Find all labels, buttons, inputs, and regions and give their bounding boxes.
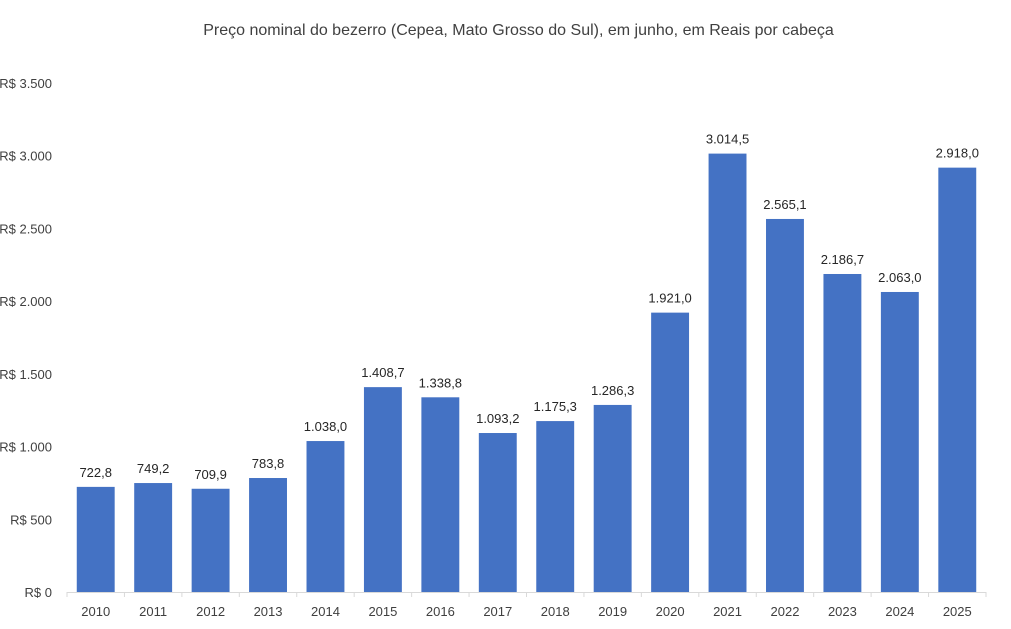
data-label: 1.921,0 [648, 291, 691, 306]
x-tick-label: 2014 [311, 604, 340, 619]
x-tick-label: 2018 [541, 604, 570, 619]
data-label: 1.286,3 [591, 383, 634, 398]
bar [306, 441, 345, 592]
bar [134, 483, 173, 592]
x-tick-label: 2016 [426, 604, 455, 619]
x-tick-label: 2013 [254, 604, 283, 619]
data-label: 1.038,0 [304, 419, 347, 434]
bar [363, 387, 402, 592]
bar [536, 421, 575, 592]
y-tick-label: R$ 0 [25, 585, 52, 600]
bar [478, 433, 517, 592]
data-label: 709,9 [194, 467, 227, 482]
bar [823, 273, 862, 592]
x-tick-label: 2012 [196, 604, 225, 619]
y-tick-label: R$ 3.000 [0, 149, 52, 164]
bar [708, 153, 747, 592]
x-tick-label: 2021 [713, 604, 742, 619]
data-label: 749,2 [137, 461, 170, 476]
data-label: 2.063,0 [878, 270, 921, 285]
data-label: 2.186,7 [821, 252, 864, 267]
y-tick-label: R$ 2.000 [0, 294, 52, 309]
data-label: 1.338,8 [419, 375, 462, 390]
y-tick-label: R$ 3.500 [0, 76, 52, 91]
bar [880, 291, 919, 592]
bar [249, 478, 287, 592]
data-label: 2.918,0 [936, 146, 979, 161]
bar [651, 312, 690, 592]
data-label: 1.408,7 [361, 365, 404, 380]
x-tick-label: 2024 [885, 604, 914, 619]
data-label: 1.093,2 [476, 411, 519, 426]
x-tick-label: 2023 [828, 604, 857, 619]
bar [421, 397, 460, 592]
data-label: 783,8 [252, 456, 285, 471]
x-tick-label: 2025 [943, 604, 972, 619]
data-label: 1.175,3 [534, 399, 577, 414]
x-tick-label: 2015 [368, 604, 397, 619]
bar [593, 404, 632, 592]
bar [76, 486, 115, 592]
bar [191, 488, 230, 592]
bar [938, 167, 977, 592]
x-tick-label: 2011 [139, 604, 167, 619]
x-tick-label: 2020 [656, 604, 685, 619]
x-tick-label: 2019 [598, 604, 627, 619]
data-label: 2.565,1 [763, 197, 806, 212]
x-tick-label: 2022 [771, 604, 800, 619]
y-tick-label: R$ 500 [10, 512, 52, 527]
data-label: 722,8 [79, 465, 112, 480]
x-tick-label: 2017 [483, 604, 512, 619]
data-label: 3.014,5 [706, 132, 749, 147]
chart-title: Preço nominal do bezerro (Cepea, Mato Gr… [203, 22, 834, 39]
y-tick-label: R$ 1.500 [0, 367, 52, 382]
y-tick-label: R$ 2.500 [0, 221, 52, 236]
x-tick-label: 2010 [81, 604, 110, 619]
y-tick-label: R$ 1.000 [0, 440, 52, 455]
bar [766, 218, 804, 592]
